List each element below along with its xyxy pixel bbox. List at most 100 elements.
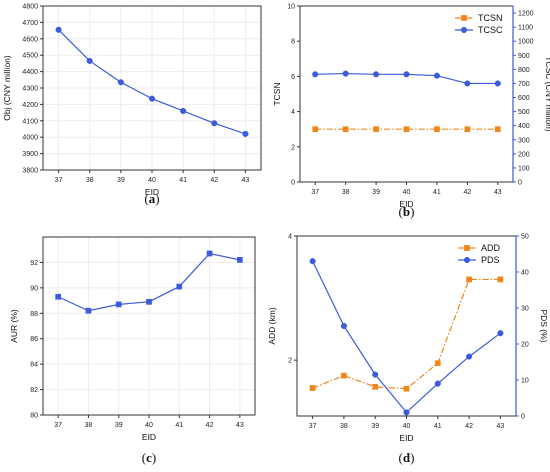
y-right-tick-label: 10	[521, 378, 529, 385]
data-point-add	[497, 276, 504, 283]
series-line-add	[312, 278, 501, 390]
y-tick-label: 4	[291, 109, 295, 116]
y-right-tick-label: 0	[521, 414, 525, 421]
x-tick-label: 37	[311, 189, 319, 196]
x-tick-label: 37	[309, 423, 317, 430]
legend-marker	[464, 245, 470, 251]
data-point-add	[403, 385, 410, 392]
y-right-axis-label: TCSC (CNY million)	[544, 56, 550, 132]
x-tick-label: 39	[372, 189, 380, 196]
legend-label: TCSN	[478, 13, 503, 23]
y-tick-label: 4800	[22, 4, 38, 11]
x-tick-label: 42	[465, 423, 473, 430]
data-point-main	[86, 57, 93, 64]
data-point-tcsc	[433, 72, 440, 79]
x-tick-label: 41	[433, 189, 441, 196]
y-tick-label: 8	[291, 39, 295, 46]
y-right-tick-label: 100	[518, 165, 530, 172]
x-tick-label: 43	[496, 423, 504, 430]
data-point-tcsn	[494, 126, 501, 133]
data-point-main	[148, 95, 156, 102]
y-tick-label: 82	[30, 387, 38, 394]
x-axis-label: EID	[399, 199, 413, 209]
x-tick-label: 38	[340, 423, 348, 430]
data-point-tcsn	[434, 126, 440, 133]
y-right-tick-label: 900	[518, 53, 530, 60]
legend-marker	[460, 26, 468, 34]
data-point-tcsc	[342, 70, 349, 77]
data-point-main	[85, 307, 92, 314]
data-point-add	[466, 276, 472, 283]
x-tick-label: 42	[206, 422, 214, 429]
x-tick-label: 40	[145, 422, 153, 429]
y-tick-label: 4100	[22, 118, 38, 125]
x-tick-label: 43	[242, 177, 250, 184]
data-point-add	[372, 383, 379, 390]
y-right-tick-label: 1000	[518, 39, 534, 46]
data-point-main	[55, 26, 62, 33]
data-point-pds	[372, 371, 379, 378]
x-tick-label: 42	[463, 189, 471, 196]
y-tick-label: 88	[30, 311, 38, 318]
panel-label: (c)	[142, 450, 156, 465]
y-axis-label: Obj (CNY million)	[2, 55, 12, 121]
x-axis-label: EID	[145, 187, 159, 197]
data-point-pds	[497, 330, 504, 337]
data-point-tcsc	[464, 80, 471, 87]
y-axis-label: AUR (%)	[9, 309, 19, 343]
data-point-main	[176, 283, 183, 290]
y-right-tick-label: 0	[518, 180, 522, 187]
x-tick-label: 37	[54, 422, 62, 429]
y-right-tick-label: 30	[521, 306, 529, 313]
data-point-tcsn	[464, 126, 471, 133]
x-tick-label: 38	[85, 422, 93, 429]
y-right-tick-label: 600	[518, 95, 530, 102]
data-point-tcsn	[312, 126, 319, 133]
y-tick-label: 4700	[22, 20, 38, 27]
y-tick-label: 10	[287, 4, 295, 11]
y-tick-label: 4200	[22, 102, 38, 109]
data-point-tcsn	[403, 126, 410, 133]
y-right-tick-label: 800	[518, 67, 530, 74]
x-axis-label: EID	[399, 433, 413, 443]
y-tick-label: 84	[30, 362, 38, 369]
data-point-main	[237, 257, 243, 263]
x-tick-label: 41	[175, 422, 183, 429]
x-tick-label: 39	[117, 177, 125, 184]
chart-panel-b: 37 38 39 40 41 42 4302468100100200300400500600…	[272, 4, 550, 220]
y-tick-label: 92	[30, 260, 38, 267]
y-right-tick-label: 20	[521, 342, 529, 349]
data-point-main	[206, 250, 213, 257]
y-tick-label: 2	[288, 358, 292, 365]
x-axis-label: EID	[142, 432, 156, 442]
data-point-pds	[309, 258, 316, 265]
y-tick-label: 3900	[22, 151, 38, 158]
y-tick-label: 4	[288, 234, 292, 241]
data-point-tcsn	[373, 126, 379, 133]
legend-label: ADD	[481, 243, 501, 253]
y-right-tick-label: 1100	[518, 25, 533, 32]
y-right-tick-label: 1200	[518, 11, 534, 18]
legend-label: TCSC	[478, 25, 503, 35]
y-tick-label: 0	[291, 180, 295, 187]
data-point-main	[211, 120, 218, 127]
data-point-add	[434, 360, 441, 367]
data-point-main	[117, 79, 124, 86]
x-tick-label: 41	[434, 423, 442, 430]
data-point-add	[309, 385, 316, 391]
y-right-axis-label: PDS (%)	[539, 309, 549, 342]
data-point-tcsn	[342, 126, 349, 133]
data-point-tcsc	[312, 71, 319, 78]
panel-label: (a)	[144, 191, 159, 206]
x-tick-label: 39	[371, 423, 379, 430]
x-tick-label: 41	[179, 177, 187, 184]
data-point-pds	[434, 380, 441, 387]
y-tick-label: 2	[291, 144, 295, 151]
y-right-tick-label: 50	[521, 234, 529, 241]
y-right-tick-label: 700	[518, 81, 530, 88]
x-tick-label: 38	[342, 189, 350, 196]
data-point-tcsc	[403, 71, 410, 78]
data-point-main	[55, 293, 61, 300]
x-tick-label: 37	[55, 177, 63, 184]
